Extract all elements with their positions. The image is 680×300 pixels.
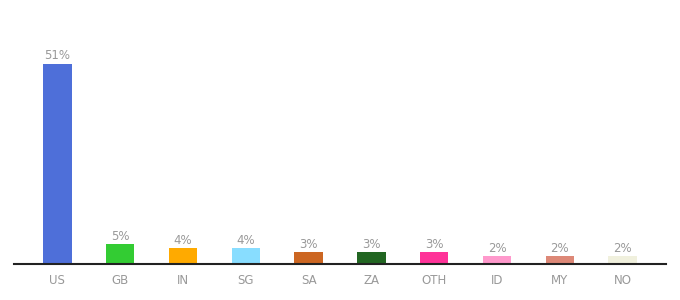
Text: 2%: 2% bbox=[488, 242, 507, 255]
Bar bbox=[420, 252, 448, 264]
Text: 4%: 4% bbox=[173, 234, 192, 247]
Text: 2%: 2% bbox=[551, 242, 569, 255]
Bar bbox=[609, 256, 636, 264]
Bar bbox=[483, 256, 511, 264]
Bar bbox=[44, 64, 71, 264]
Text: 5%: 5% bbox=[111, 230, 129, 243]
Text: 2%: 2% bbox=[613, 242, 632, 255]
Bar bbox=[232, 248, 260, 264]
Bar bbox=[106, 244, 135, 264]
Bar bbox=[545, 256, 574, 264]
Bar bbox=[357, 252, 386, 264]
Text: 3%: 3% bbox=[299, 238, 318, 250]
Bar bbox=[169, 248, 197, 264]
Bar bbox=[294, 252, 323, 264]
Text: 51%: 51% bbox=[44, 49, 71, 62]
Text: 3%: 3% bbox=[425, 238, 443, 250]
Text: 4%: 4% bbox=[237, 234, 255, 247]
Text: 3%: 3% bbox=[362, 238, 381, 250]
